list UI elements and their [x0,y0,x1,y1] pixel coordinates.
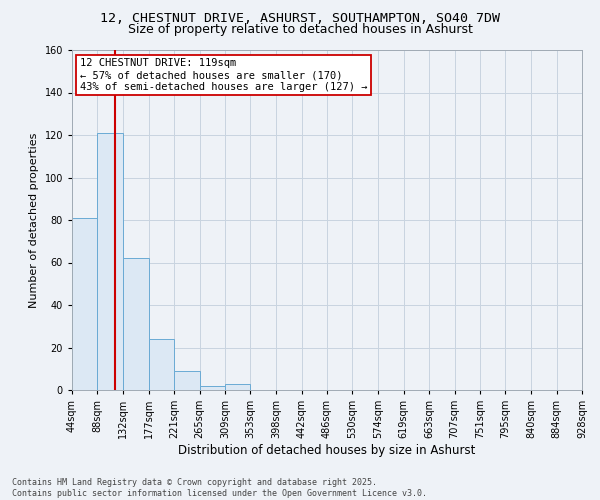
Bar [174,371,200,390]
X-axis label: Distribution of detached houses by size in Ashurst: Distribution of detached houses by size … [178,444,476,457]
Bar [97,133,123,390]
Text: Contains HM Land Registry data © Crown copyright and database right 2025.
Contai: Contains HM Land Registry data © Crown c… [12,478,427,498]
Text: Size of property relative to detached houses in Ashurst: Size of property relative to detached ho… [128,22,472,36]
Y-axis label: Number of detached properties: Number of detached properties [29,132,39,308]
Bar [72,218,97,390]
Text: 12, CHESTNUT DRIVE, ASHURST, SOUTHAMPTON, SO40 7DW: 12, CHESTNUT DRIVE, ASHURST, SOUTHAMPTON… [100,12,500,26]
Bar [199,386,225,390]
Bar [123,258,149,390]
Bar [149,339,174,390]
Text: 12 CHESTNUT DRIVE: 119sqm
← 57% of detached houses are smaller (170)
43% of semi: 12 CHESTNUT DRIVE: 119sqm ← 57% of detac… [79,58,367,92]
Bar [225,384,250,390]
